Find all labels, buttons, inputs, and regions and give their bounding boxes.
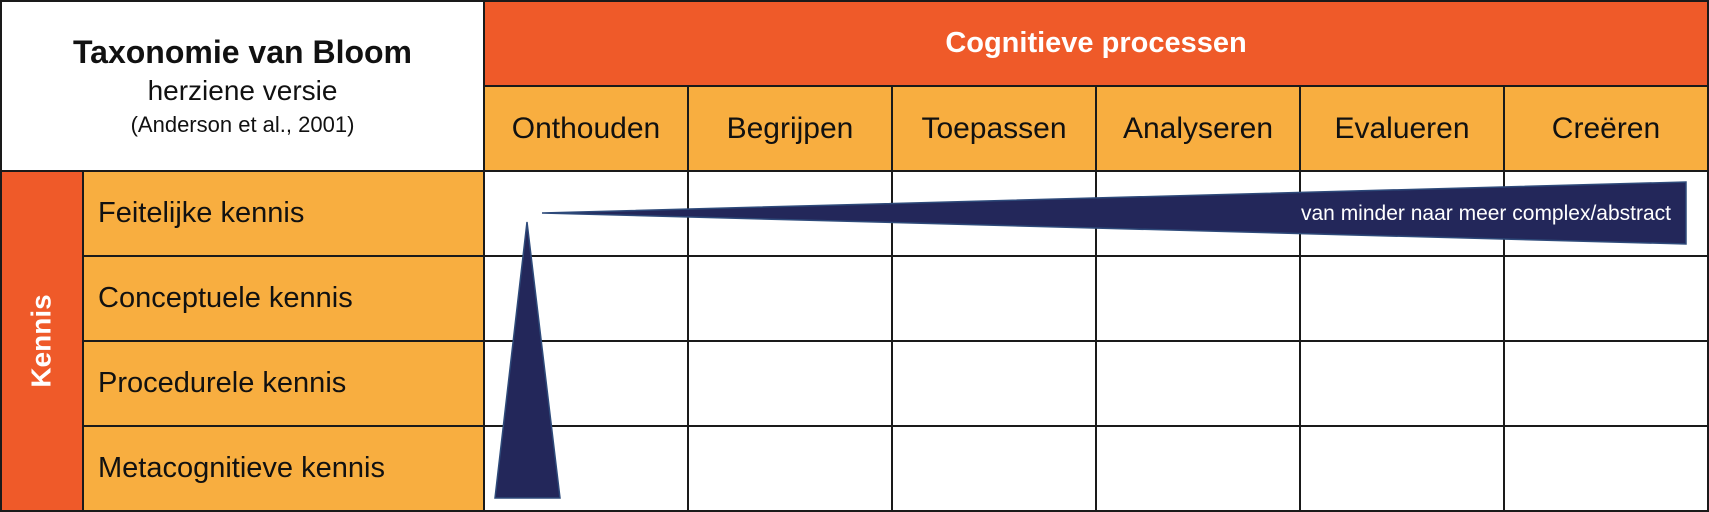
- title-block: Taxonomie van Bloom herziene versie (And…: [0, 0, 485, 172]
- grid-cell: [1095, 425, 1301, 512]
- grid-cell: [687, 340, 893, 427]
- process-col-evaluate: Evalueren: [1299, 85, 1505, 172]
- grid-cell: [891, 170, 1097, 257]
- knowledge-row-metacognitive: Metacognitieve kennis: [82, 425, 485, 512]
- grid-cell: [1299, 425, 1505, 512]
- grid-cell: [1503, 170, 1709, 257]
- cognitive-processes-header: Cognitieve processen: [483, 0, 1709, 87]
- knowledge-row-procedural: Procedurele kennis: [82, 340, 485, 427]
- title-subtitle: herziene versie: [147, 75, 338, 106]
- grid-cell: [483, 255, 689, 342]
- process-col-analyze: Analyseren: [1095, 85, 1301, 172]
- title-citation: (Anderson et al., 2001): [130, 112, 355, 137]
- knowledge-side-label: Kennis: [26, 294, 58, 388]
- grid-cell: [1299, 170, 1505, 257]
- process-col-create: Creëren: [1503, 85, 1709, 172]
- grid-cell: [891, 340, 1097, 427]
- grid-cell: [1299, 255, 1505, 342]
- process-col-remember: Onthouden: [483, 85, 689, 172]
- grid-cell: [1095, 255, 1301, 342]
- grid-cell: [1503, 340, 1709, 427]
- knowledge-side-header: Kennis: [0, 170, 84, 512]
- grid-cell: [891, 255, 1097, 342]
- knowledge-row-conceptual: Conceptuele kennis: [82, 255, 485, 342]
- process-col-apply: Toepassen: [891, 85, 1097, 172]
- knowledge-row-factual: Feitelijke kennis: [82, 170, 485, 257]
- grid-cell: [1095, 170, 1301, 257]
- grid-cell: [483, 425, 689, 512]
- grid-cell: [1503, 425, 1709, 512]
- process-col-understand: Begrijpen: [687, 85, 893, 172]
- grid-cell: [1299, 340, 1505, 427]
- grid-cell: [483, 170, 689, 257]
- grid-cell: [687, 170, 893, 257]
- grid-cell: [687, 425, 893, 512]
- grid-cell: [687, 255, 893, 342]
- title-main: Taxonomie van Bloom: [72, 34, 412, 70]
- grid-cell: [1503, 255, 1709, 342]
- grid-cell: [891, 425, 1097, 512]
- grid-cell: [1095, 340, 1301, 427]
- grid-cell: [483, 340, 689, 427]
